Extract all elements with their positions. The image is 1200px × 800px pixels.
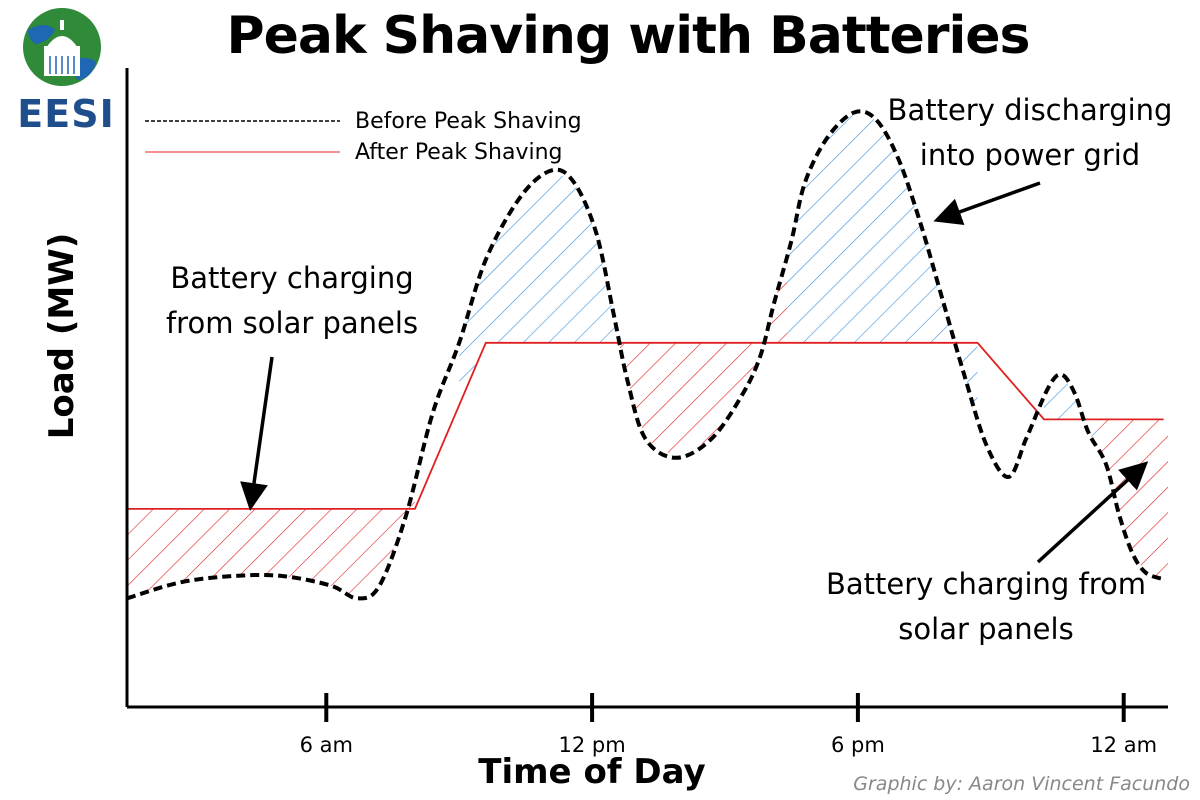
x-tick-label-1: 12 pm bbox=[558, 733, 626, 757]
charging-area-0 bbox=[127, 481, 415, 599]
chart-title: Peak Shaving with Batteries bbox=[226, 6, 1030, 66]
x-tick-label-0: 6 am bbox=[299, 733, 353, 757]
arrow-discharging bbox=[933, 181, 1041, 226]
axes bbox=[125, 68, 1168, 709]
series-layer bbox=[126, 109, 1165, 601]
arrow-charging-right bbox=[1036, 461, 1149, 564]
annotation-charging-right-line2: solar panels bbox=[898, 611, 1074, 646]
annotation-arrows bbox=[240, 181, 1149, 564]
charging-area-5 bbox=[1097, 419, 1168, 580]
annotation-charging-left-line2: from solar panels bbox=[165, 305, 419, 340]
discharging-area-3 bbox=[787, 112, 978, 417]
annotation-discharging-line2: into power grid bbox=[919, 137, 1141, 172]
arrow-charging-left bbox=[240, 356, 274, 511]
annotation-discharging: Battery discharging into power grid bbox=[888, 88, 1173, 178]
series-before-peak-shaving-line bbox=[126, 109, 1165, 601]
annotation-charging-left-line1: Battery charging bbox=[170, 261, 414, 295]
logo: EESI bbox=[6, 6, 118, 136]
series-after-peak-shaving-line bbox=[127, 341, 1164, 510]
annotation-discharging-line1: Battery discharging bbox=[887, 93, 1173, 127]
x-axis-label: Time of Day bbox=[478, 752, 706, 792]
annotation-charging-right: Battery charging from solar panels bbox=[826, 562, 1146, 652]
legend-label-after: After Peak Shaving bbox=[355, 140, 563, 165]
discharging-area-1 bbox=[459, 171, 619, 406]
legend-swatches bbox=[145, 120, 340, 153]
discharging-area-4 bbox=[1044, 375, 1098, 449]
credit-text: Graphic by: Aaron Vincent Facundo bbox=[853, 773, 1190, 795]
x-tick-label-3: 12 am bbox=[1090, 733, 1158, 757]
logo-text: EESI bbox=[17, 92, 115, 136]
charging-area-2 bbox=[618, 256, 787, 458]
x-ticks bbox=[324, 693, 1126, 722]
legend-label-before: Before Peak Shaving bbox=[355, 109, 582, 134]
logo-globe bbox=[23, 8, 101, 86]
annotation-charging-left: Battery charging from solar panels bbox=[166, 256, 418, 346]
shading-layer bbox=[127, 112, 1168, 599]
x-tick-label-2: 6 pm bbox=[830, 733, 885, 757]
annotation-charging-right-line1: Battery charging from bbox=[825, 567, 1147, 601]
y-axis-label: Load (MW) bbox=[42, 232, 82, 440]
